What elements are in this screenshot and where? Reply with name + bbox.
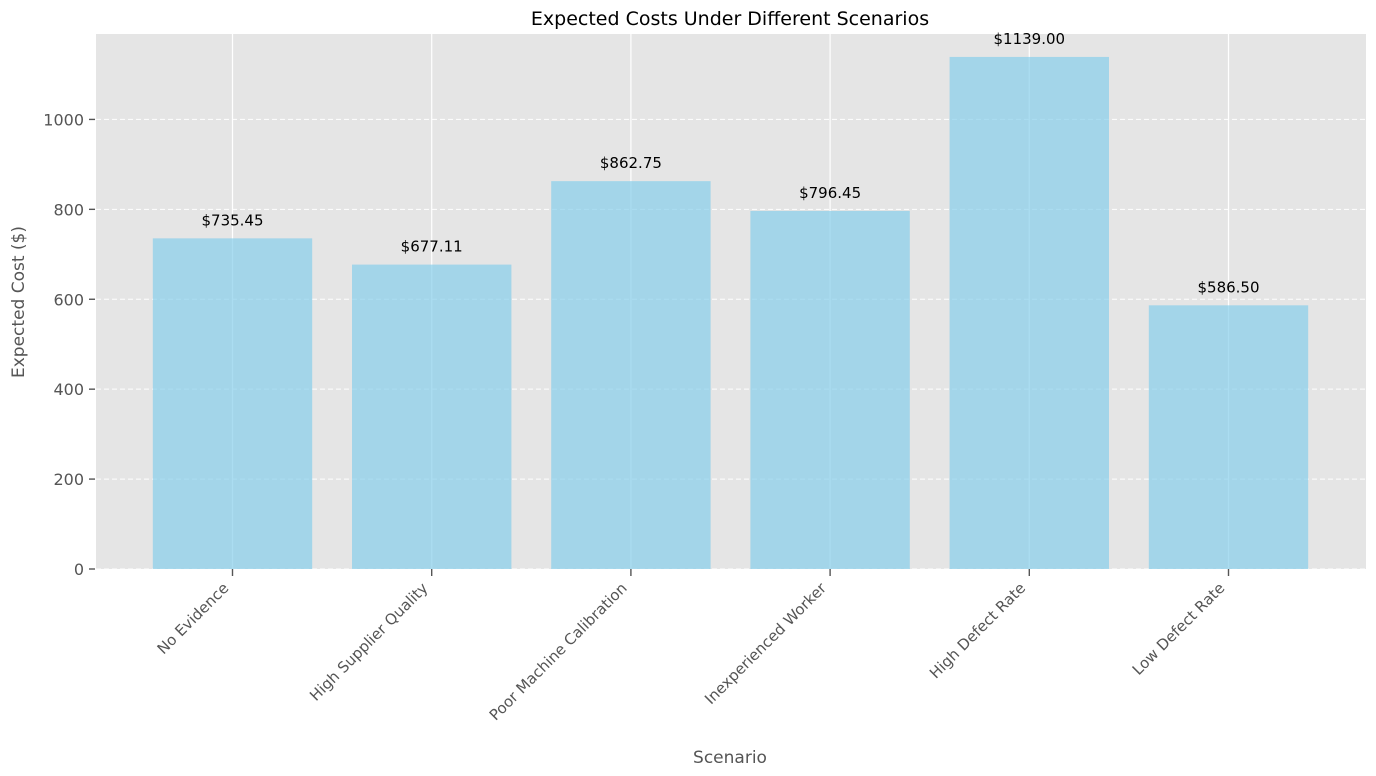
y-axis-label: Expected Cost ($) (9, 226, 29, 378)
bar (352, 264, 512, 569)
bar (1148, 305, 1309, 569)
x-tick-label: High Supplier Quality (306, 579, 432, 705)
bar-value-label: $677.11 (401, 238, 463, 256)
bar (152, 238, 313, 569)
bar-value-label: $735.45 (201, 211, 263, 229)
y-tick-label: 400 (53, 380, 84, 399)
bar (949, 56, 1109, 569)
data-labels: $735.45 $677.11 $862.75 $796.45 $1139.00 $586… (201, 30, 1259, 296)
y-tick-label: 800 (53, 200, 84, 219)
x-tick-label: High Defect Rate (926, 579, 1029, 682)
x-axis-label: Scenario (693, 748, 767, 768)
y-tick-label: 0 (74, 560, 84, 579)
x-tick-label: Inexperienced Worker (701, 579, 830, 708)
chart-title: Expected Costs Under Different Scenarios (531, 8, 929, 30)
x-tick-label: Poor Machine Calibration (486, 579, 631, 724)
x-tick-label: Low Defect Rate (1129, 579, 1229, 679)
bar-value-label: $862.75 (600, 154, 662, 172)
y-tick-label: 1000 (43, 110, 84, 129)
y-tick-label: 600 (53, 290, 84, 309)
y-tick-label: 200 (53, 470, 84, 489)
bars (152, 56, 1309, 570)
y-axis: 0 200 400 600 800 1000 (43, 110, 95, 579)
bar-value-label: $586.50 (1197, 278, 1259, 296)
bar (750, 210, 910, 570)
x-axis: No Evidence High Supplier Quality Poor Mac… (154, 569, 1230, 724)
bar (551, 181, 711, 569)
bar-value-label: $1139.00 (994, 30, 1066, 48)
x-tick-label: No Evidence (154, 579, 233, 658)
bar-value-label: $796.45 (799, 184, 861, 202)
